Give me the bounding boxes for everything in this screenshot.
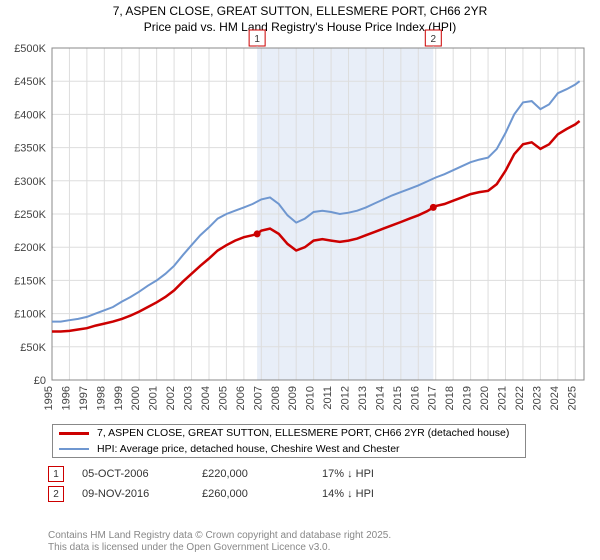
svg-text:1: 1 bbox=[254, 34, 260, 45]
footer-line-1: Contains HM Land Registry data © Crown c… bbox=[48, 530, 391, 542]
svg-text:£500K: £500K bbox=[14, 43, 46, 55]
marker-price: £220,000 bbox=[202, 468, 322, 480]
svg-text:2: 2 bbox=[431, 34, 437, 45]
chart-plot: £0£50K£100K£150K£200K£250K£300K£350K£400… bbox=[48, 44, 588, 414]
svg-text:2025: 2025 bbox=[566, 386, 578, 410]
svg-text:2003: 2003 bbox=[183, 386, 195, 410]
svg-text:1996: 1996 bbox=[60, 386, 72, 410]
svg-text:2022: 2022 bbox=[514, 386, 526, 410]
svg-text:2008: 2008 bbox=[270, 386, 282, 410]
svg-text:2000: 2000 bbox=[130, 386, 142, 410]
legend-row: HPI: Average price, detached house, Ches… bbox=[53, 441, 525, 457]
svg-text:2004: 2004 bbox=[200, 386, 212, 410]
svg-text:2005: 2005 bbox=[217, 386, 229, 410]
svg-text:2009: 2009 bbox=[287, 386, 299, 410]
svg-text:1998: 1998 bbox=[95, 386, 107, 410]
svg-text:2007: 2007 bbox=[252, 386, 264, 410]
svg-text:£200K: £200K bbox=[14, 242, 46, 254]
marker-row: 1 05-OCT-2006£220,00017% ↓ HPI bbox=[48, 466, 442, 482]
svg-text:2021: 2021 bbox=[497, 386, 509, 410]
legend-row: 7, ASPEN CLOSE, GREAT SUTTON, ELLESMERE … bbox=[53, 425, 525, 441]
marker-date: 09-NOV-2016 bbox=[82, 488, 202, 500]
legend-swatch bbox=[59, 432, 89, 435]
svg-text:£350K: £350K bbox=[14, 143, 46, 155]
svg-text:£450K: £450K bbox=[14, 76, 46, 88]
title-line-1: 7, ASPEN CLOSE, GREAT SUTTON, ELLESMERE … bbox=[0, 4, 600, 20]
svg-text:2013: 2013 bbox=[357, 386, 369, 410]
svg-text:2015: 2015 bbox=[392, 386, 404, 410]
svg-text:2016: 2016 bbox=[409, 386, 421, 410]
footer-line-2: This data is licensed under the Open Gov… bbox=[48, 542, 391, 554]
svg-text:2018: 2018 bbox=[444, 386, 456, 410]
svg-text:2023: 2023 bbox=[531, 386, 543, 410]
svg-text:2014: 2014 bbox=[374, 386, 386, 410]
marker-delta: 14% ↓ HPI bbox=[322, 488, 442, 500]
svg-text:2017: 2017 bbox=[427, 386, 439, 410]
svg-text:2011: 2011 bbox=[322, 386, 334, 410]
svg-text:2001: 2001 bbox=[148, 386, 160, 410]
svg-text:2006: 2006 bbox=[235, 386, 247, 410]
legend: 7, ASPEN CLOSE, GREAT SUTTON, ELLESMERE … bbox=[52, 424, 526, 458]
svg-text:1997: 1997 bbox=[78, 386, 90, 410]
svg-text:2019: 2019 bbox=[462, 386, 474, 410]
svg-text:£50K: £50K bbox=[20, 342, 46, 354]
svg-text:2012: 2012 bbox=[340, 386, 352, 410]
svg-text:£400K: £400K bbox=[14, 109, 46, 121]
svg-text:2024: 2024 bbox=[549, 386, 561, 410]
svg-text:£100K: £100K bbox=[14, 309, 46, 321]
legend-swatch bbox=[59, 448, 89, 450]
marker-row: 2 09-NOV-2016£260,00014% ↓ HPI bbox=[48, 486, 442, 502]
title-line-2: Price paid vs. HM Land Registry's House … bbox=[0, 20, 600, 36]
svg-text:2002: 2002 bbox=[165, 386, 177, 410]
svg-text:1999: 1999 bbox=[113, 386, 125, 410]
marker-id-box: 2 bbox=[48, 486, 64, 502]
marker-id-box: 1 bbox=[48, 466, 64, 482]
legend-label: 7, ASPEN CLOSE, GREAT SUTTON, ELLESMERE … bbox=[97, 427, 509, 439]
marker-table: 1 05-OCT-2006£220,00017% ↓ HPI 2 09-NOV-201… bbox=[48, 466, 442, 506]
svg-text:1995: 1995 bbox=[43, 386, 55, 410]
footer-note: Contains HM Land Registry data © Crown c… bbox=[48, 530, 391, 554]
chart-title: 7, ASPEN CLOSE, GREAT SUTTON, ELLESMERE … bbox=[0, 0, 600, 35]
chart-svg: £0£50K£100K£150K£200K£250K£300K£350K£400… bbox=[48, 44, 588, 414]
svg-text:£300K: £300K bbox=[14, 176, 46, 188]
svg-text:£0: £0 bbox=[34, 375, 46, 387]
marker-delta: 17% ↓ HPI bbox=[322, 468, 442, 480]
legend-label: HPI: Average price, detached house, Ches… bbox=[97, 443, 400, 455]
svg-text:£150K: £150K bbox=[14, 275, 46, 287]
svg-text:2010: 2010 bbox=[305, 386, 317, 410]
marker-date: 05-OCT-2006 bbox=[82, 468, 202, 480]
svg-text:2020: 2020 bbox=[479, 386, 491, 410]
svg-text:£250K: £250K bbox=[14, 209, 46, 221]
marker-price: £260,000 bbox=[202, 488, 322, 500]
